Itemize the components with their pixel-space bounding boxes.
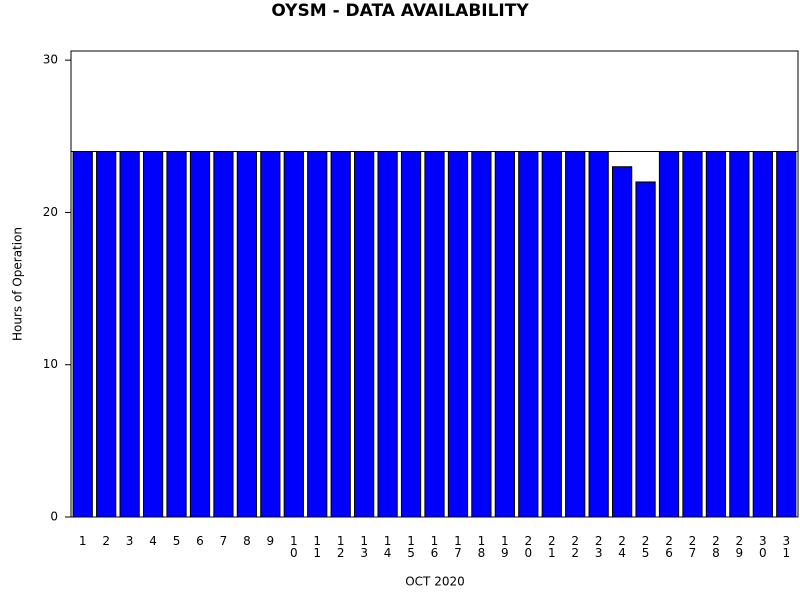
bar — [400, 151, 422, 518]
bar — [518, 151, 539, 518]
x-tick-label: 3 — [126, 534, 134, 548]
x-tick-label: 6 — [196, 534, 204, 548]
bar — [354, 151, 375, 518]
x-axis-label: OCT 2020 — [405, 575, 465, 589]
x-tick-label: 9 — [267, 534, 275, 548]
bar — [119, 151, 140, 518]
x-tick-label: 2 — [102, 534, 110, 548]
x-tick-label: 5 — [173, 534, 181, 548]
bar — [447, 151, 469, 518]
bar — [189, 151, 211, 518]
x-tick-label: 4 — [149, 534, 157, 548]
bar — [142, 151, 164, 518]
y-tick-label: 30 — [43, 53, 58, 67]
bar — [752, 151, 773, 518]
bar — [377, 151, 398, 518]
bar — [471, 151, 492, 518]
bar — [588, 151, 609, 518]
bar — [330, 151, 351, 518]
y-tick-label: 10 — [43, 357, 58, 371]
bar — [236, 151, 258, 518]
bar — [72, 151, 93, 518]
chart-title: OYSM - DATA AVAILABILITY — [271, 1, 529, 21]
bar — [260, 151, 281, 518]
bar — [96, 151, 117, 518]
bar — [541, 151, 562, 518]
bar — [705, 151, 727, 518]
x-tick-label: 7 — [220, 534, 228, 548]
y-tick-label: 20 — [43, 205, 58, 219]
bar — [307, 151, 328, 518]
bar — [565, 151, 586, 518]
bar — [729, 151, 750, 518]
bar — [776, 151, 797, 518]
bar — [658, 151, 680, 518]
bar — [611, 166, 633, 518]
x-tick-label: 8 — [243, 534, 251, 548]
y-tick-label: 0 — [50, 510, 58, 524]
bar — [424, 151, 445, 518]
bar — [682, 151, 703, 518]
bar — [213, 151, 234, 518]
x-tick-label: 1 — [79, 534, 87, 548]
bar — [494, 151, 515, 518]
bar — [283, 151, 304, 518]
bar — [635, 181, 656, 518]
y-axis-label: Hours of Operation — [11, 227, 25, 341]
bar — [166, 151, 187, 518]
